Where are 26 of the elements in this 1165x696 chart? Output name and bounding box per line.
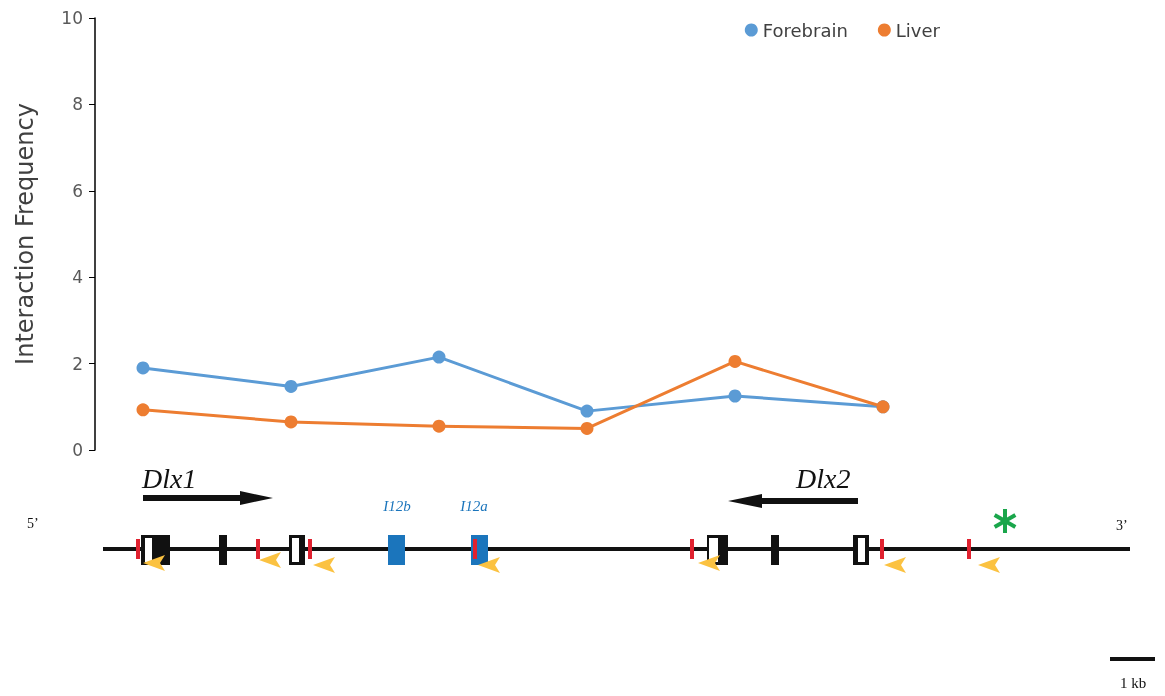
text: I12a <box>459 498 488 514</box>
text: 3’ <box>1116 518 1128 533</box>
point <box>432 350 446 364</box>
point <box>136 403 150 417</box>
y-axis-title: Interaction Frequency <box>11 103 39 365</box>
point <box>136 361 150 375</box>
y-tick-label: 4 <box>72 267 83 288</box>
y-tick-label: 8 <box>72 94 83 115</box>
y-tick-label: 10 <box>61 8 83 28</box>
text: Dlx2 <box>795 463 851 494</box>
legend-label: Liver <box>895 19 941 41</box>
text: 5’ <box>27 516 39 531</box>
y-tick-label: 6 <box>72 180 83 201</box>
point <box>728 389 742 403</box>
point <box>284 415 298 429</box>
point <box>432 419 446 433</box>
y-tick-label: 2 <box>72 353 83 374</box>
text: Dlx1 <box>141 463 197 494</box>
y-tick-label: 0 <box>72 440 83 460</box>
text: 1 kb <box>1119 675 1147 691</box>
point <box>580 404 594 418</box>
point <box>580 421 594 435</box>
point <box>728 354 742 368</box>
text: I12b <box>382 498 412 514</box>
point <box>284 380 298 393</box>
legend-label: Forebrain <box>762 19 848 41</box>
